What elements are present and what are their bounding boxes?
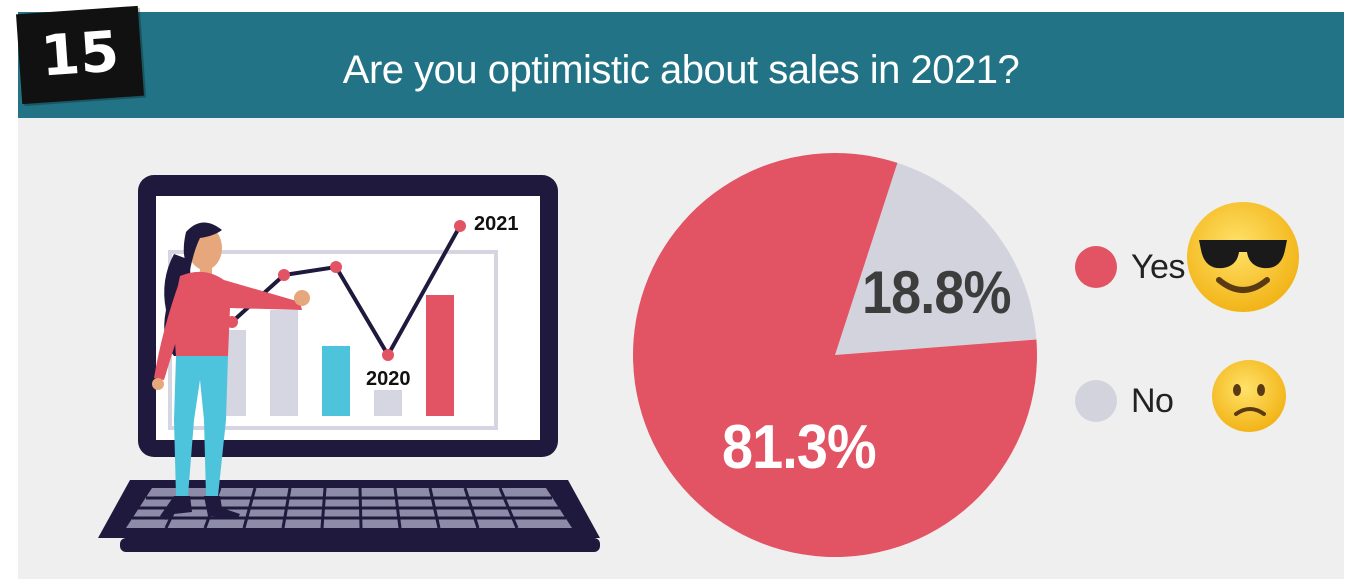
header-banner: Are you optimistic about sales in 2021? bbox=[18, 12, 1344, 118]
legend-swatch-no bbox=[1075, 380, 1117, 422]
question-number: 15 bbox=[38, 19, 122, 90]
laptop-presentation-illustration: 2021 2020 bbox=[98, 175, 600, 552]
pie-slice-no bbox=[835, 162, 1037, 355]
slice-label-no: 18.8% bbox=[862, 259, 1012, 326]
illustration-bar bbox=[270, 310, 298, 416]
slightly-frowning-face-icon bbox=[1212, 360, 1286, 432]
presenter-figure bbox=[152, 222, 310, 520]
slice-label-yes: 81.3% bbox=[722, 413, 877, 482]
question-number-badge: 15 bbox=[16, 5, 144, 105]
pie-slices bbox=[633, 152, 1037, 557]
illustration-bar bbox=[426, 295, 454, 416]
label-2021: 2021 bbox=[474, 213, 519, 235]
label-2020: 2020 bbox=[366, 368, 411, 390]
legend-item-no: No bbox=[1075, 380, 1174, 422]
legend-label-no: No bbox=[1131, 381, 1174, 420]
illustration-bar bbox=[374, 390, 402, 416]
pie-slice-yes bbox=[633, 152, 1037, 557]
illustration-bar bbox=[322, 346, 350, 416]
legend-label-yes: Yes bbox=[1131, 247, 1185, 286]
smiling-face-with-sunglasses-icon bbox=[1187, 202, 1299, 312]
legend-swatch-yes bbox=[1075, 246, 1117, 288]
legend-item-yes: Yes bbox=[1075, 246, 1185, 288]
laptop-base-edge bbox=[120, 538, 600, 552]
pie-chart bbox=[633, 152, 1037, 557]
page-title: Are you optimistic about sales in 2021? bbox=[342, 48, 1020, 92]
